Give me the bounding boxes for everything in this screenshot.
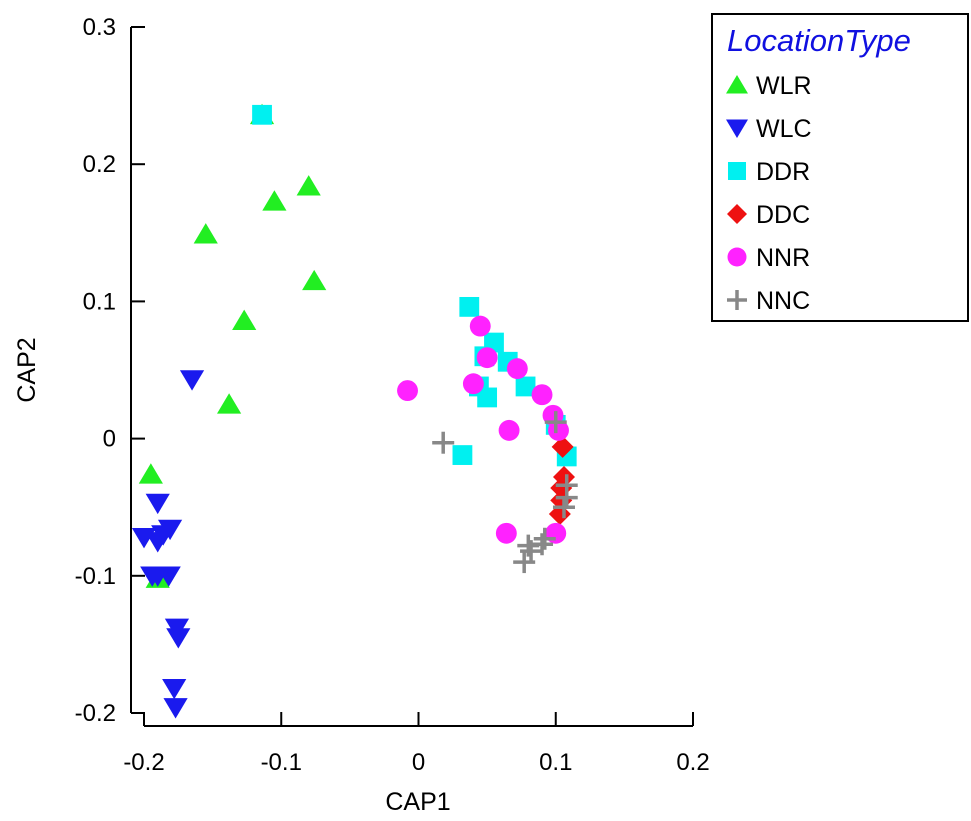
point-wlr bbox=[138, 463, 163, 484]
legend-marker-ddc bbox=[727, 204, 747, 224]
point-nnc bbox=[517, 534, 540, 557]
x-tick-label: 0.2 bbox=[676, 749, 709, 776]
legend-items: WLR WLC DDR DDC NNR NNC bbox=[726, 72, 812, 315]
point-nnc bbox=[544, 411, 567, 434]
point-ddr bbox=[252, 104, 272, 125]
point-nnr bbox=[545, 522, 567, 544]
point-wlc bbox=[156, 566, 181, 587]
point-wlr bbox=[296, 175, 321, 196]
point-nnc bbox=[533, 527, 556, 550]
legend-label-wlc: WLC bbox=[756, 115, 812, 143]
point-wlr bbox=[302, 269, 327, 291]
legend-marker-nnc bbox=[727, 290, 747, 310]
x-tick-label: 0.1 bbox=[539, 749, 572, 776]
legend-label-ddc: DDC bbox=[756, 201, 810, 229]
point-nnc bbox=[432, 431, 455, 454]
point-wlc bbox=[145, 532, 170, 553]
point-ddr bbox=[477, 387, 498, 408]
legend: LocationType WLR WLC DDR DDC NNR NNC bbox=[711, 13, 969, 322]
point-wlr bbox=[193, 223, 218, 244]
point-nnc bbox=[555, 486, 578, 509]
point-nnr bbox=[495, 522, 517, 544]
legend-title: LocationType bbox=[727, 23, 911, 58]
point-wlc bbox=[166, 628, 191, 649]
point-wlc bbox=[145, 493, 170, 515]
point-nnr bbox=[498, 419, 520, 441]
ticks: -0.2 -0.1 0 0.1 0.2 -0.2 -0.1 0 0.1 0.2 0.3 bbox=[75, 14, 710, 776]
point-nnr bbox=[469, 315, 491, 337]
y-tick-label: 0.1 bbox=[83, 288, 116, 315]
point-nnc bbox=[552, 496, 575, 519]
point-ddr bbox=[515, 376, 536, 397]
y-tick-label: 0 bbox=[103, 426, 116, 453]
point-nnr bbox=[476, 347, 498, 369]
point-ddc bbox=[551, 435, 574, 458]
point-nnr bbox=[506, 358, 528, 380]
point-nnr bbox=[531, 384, 553, 406]
x-axis-title: CAP1 bbox=[385, 788, 450, 816]
y-axis-title: CAP2 bbox=[13, 337, 41, 402]
y-tick-label: 0.2 bbox=[83, 151, 116, 178]
x-tick-label: 0 bbox=[412, 749, 425, 776]
point-wlr bbox=[232, 309, 257, 330]
legend-marker-wlr bbox=[726, 75, 748, 94]
x-tick-label: -0.2 bbox=[123, 749, 164, 776]
legend-box bbox=[711, 13, 969, 322]
point-ddr bbox=[459, 296, 480, 317]
point-nnr bbox=[462, 373, 484, 395]
axes bbox=[130, 27, 693, 727]
point-nnc bbox=[513, 551, 536, 574]
legend-marker-nnr bbox=[727, 247, 747, 267]
legend-marker-wlc bbox=[726, 119, 748, 138]
y-tick-label: -0.2 bbox=[75, 700, 116, 727]
legend-label-wlr: WLR bbox=[756, 72, 812, 100]
point-wlc bbox=[179, 370, 205, 391]
point-nnr bbox=[397, 380, 418, 402]
point-wlc bbox=[162, 678, 187, 700]
point-wlc bbox=[163, 698, 188, 719]
markers bbox=[131, 103, 578, 719]
point-wlr bbox=[216, 393, 242, 414]
point-wlr bbox=[262, 190, 287, 211]
x-tick-label: -0.1 bbox=[261, 749, 302, 776]
point-nnr bbox=[548, 419, 569, 441]
point-wlc bbox=[140, 566, 165, 587]
y-tick-label: 0.3 bbox=[83, 14, 116, 41]
legend-marker-ddr bbox=[728, 162, 746, 180]
legend-label-nnc: NNC bbox=[756, 287, 810, 315]
legend-label-nnr: NNR bbox=[756, 244, 810, 272]
legend-label-ddr: DDR bbox=[756, 158, 810, 186]
y-tick-label: -0.1 bbox=[75, 563, 116, 590]
point-ddr bbox=[452, 445, 473, 465]
